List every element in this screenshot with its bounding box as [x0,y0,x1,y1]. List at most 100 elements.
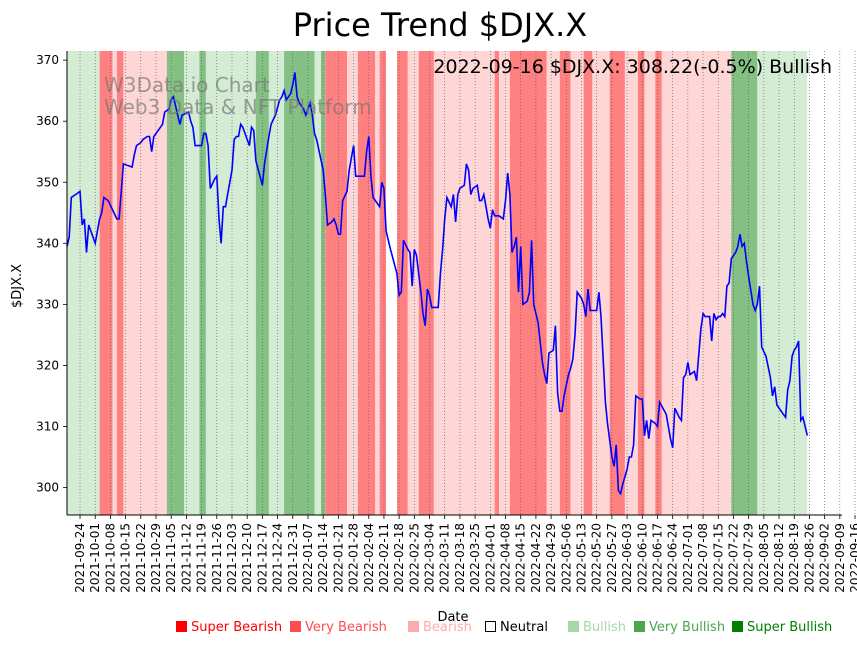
x-tick-label: 2021-11-12 [179,523,193,593]
sentiment-band [123,51,167,515]
legend-label: Very Bearish [305,620,387,635]
x-tick-label: 2022-04-22 [529,523,543,593]
legend-label: Super Bullish [747,620,833,635]
y-tick-label: 360 [36,114,59,128]
watermark-line-1: W3Data.io Chart [104,73,270,97]
y-tick-label: 310 [36,419,59,433]
legend-swatch [176,621,187,632]
sentiment-band [205,51,256,515]
x-tick-label: 2022-03-18 [453,523,467,593]
x-tick-label: 2021-12-10 [240,523,254,593]
axes [66,51,842,516]
x-tick-label: 2021-10-15 [119,523,133,593]
sentiment-band [559,51,571,515]
legend-label: Neutral [500,620,548,635]
sentiment-band [583,51,593,515]
price-line [66,72,809,496]
x-tick-label: 2022-08-12 [772,523,786,593]
sentiment-band [644,51,656,515]
sentiment-band [637,51,645,515]
legend-item: Very Bullish [634,620,725,635]
sentiment-band [433,51,443,515]
sentiment-band [592,51,610,515]
x-tick-label: 2021-12-31 [286,523,300,593]
legend-label: Very Bullish [649,620,726,635]
x-tick-label: 2022-03-25 [468,523,482,593]
x-tick-label: 2022-06-03 [620,523,634,593]
legend-label: Bullish [583,620,627,635]
x-tick-label: 2022-06-24 [666,523,680,593]
sentiment-band [499,51,510,515]
x-ticks: 2021-09-24 2021-10-01 2021-10-08 2021-10-15… [73,515,857,593]
legend-swatch [485,621,496,632]
sentiment-band [731,51,758,515]
sentiment-band [757,51,777,515]
x-tick-label: 2021-10-08 [103,523,117,593]
sentiment-band [375,51,380,515]
y-tick-label: 320 [36,358,59,372]
legend-label: Bearish [423,620,472,635]
x-tick-label: 2022-02-11 [377,523,391,593]
x-tick-label: 2022-03-04 [423,523,437,593]
x-tick-label: 2022-08-05 [757,523,771,593]
sentiment-band [284,51,315,515]
legend-swatch [634,621,645,632]
legend-item: Neutral [485,620,548,635]
legend-swatch [290,621,301,632]
sentiment-band [509,51,547,515]
x-tick-label: 2022-02-04 [362,523,376,593]
sentiment-band [379,51,387,515]
legend-swatch [568,621,579,632]
x-tick-label: 2022-02-25 [407,523,421,593]
sentiment-band [199,51,206,515]
x-tick-label: 2022-05-06 [559,523,573,593]
x-tick-label: 2022-07-22 [726,523,740,593]
sentiment-band [99,51,113,515]
sentiment-band [166,51,185,515]
x-axis-label: Date [437,610,468,625]
sentiment-band [184,51,200,515]
x-tick-label: 2022-08-19 [787,523,801,593]
x-tick-label: 2022-03-11 [438,523,452,593]
x-tick-label: 2022-07-08 [696,523,710,593]
legend-item: Very Bearish [290,620,387,635]
x-tick-label: 2022-01-28 [347,523,361,593]
sentiment-band [546,51,560,515]
x-tick-label: 2022-01-21 [331,523,345,593]
sentiment-legend: Super Bearish Very Bearish Bearish Neutral B… [0,620,857,640]
x-tick-label: 2022-07-29 [742,523,756,593]
x-tick-label: 2022-01-07 [301,523,315,593]
x-tick-label: 2022-04-01 [483,523,497,593]
legend-swatch [408,621,419,632]
x-tick-label: 2022-04-15 [514,523,528,593]
x-tick-label: 2021-11-19 [195,523,209,593]
x-tick-label: 2022-06-10 [635,523,649,593]
y-tick-label: 370 [36,53,59,67]
legend-item: Super Bullish [732,620,832,635]
y-tick-label: 340 [36,236,59,250]
sentiment-band [67,51,100,515]
legend-item: Bullish [568,620,626,635]
x-tick-label: 2022-09-02 [818,523,832,593]
x-tick-label: 2021-10-29 [149,523,163,593]
sentiment-band [624,51,638,515]
y-tick-label: 350 [36,175,59,189]
chart-title: Price Trend $DJX.X [293,6,587,44]
legend-item: Super Bearish [176,620,282,635]
x-tick-label: 2022-06-17 [650,523,664,593]
x-tick-label: 2021-11-05 [164,523,178,593]
legend-item: Bearish [408,620,472,635]
x-tick-label: 2021-11-26 [210,523,224,593]
x-tick-label: 2021-10-01 [88,523,102,593]
sentiment-band [112,51,117,515]
y-axis-label: $DJX.X [10,264,25,308]
sentiment-band [407,51,419,515]
x-tick-label: 2022-05-13 [574,523,588,593]
sentiment-band [347,51,358,515]
sentiment-band [116,51,124,515]
sentiment-band [609,51,625,515]
x-tick-label: 2022-07-01 [681,523,695,593]
x-tick-label: 2022-09-09 [833,523,847,593]
sentiment-band [314,51,321,515]
y-tick-label: 330 [36,297,59,311]
